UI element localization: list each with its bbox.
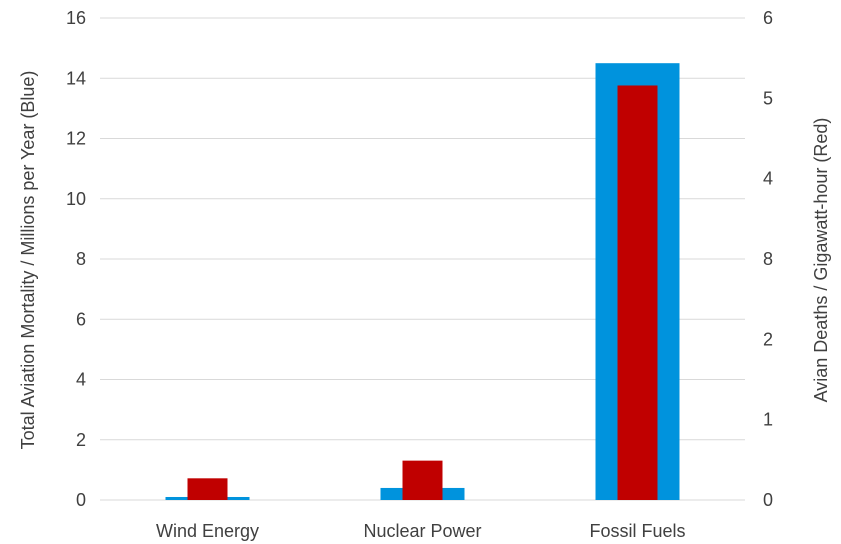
gridlines [100,17,745,501]
category-label: Nuclear Power [363,521,481,541]
left-tick-label: 6 [76,309,86,329]
left-tick-label: 4 [76,370,86,390]
red-bar [402,460,443,500]
red-series-bars [187,85,658,500]
left-tick-label: 16 [66,8,86,28]
left-tick-label: 12 [66,129,86,149]
right-tick-label: 0 [763,490,773,510]
right-tick-label: 2 [763,329,773,349]
right-axis-title: Avian Deaths / Gigawatt-hour (Red) [811,118,831,403]
left-tick-label: 8 [76,249,86,269]
left-tick-label: 14 [66,68,86,88]
right-tick-label: 1 [763,410,773,430]
left-tick-label: 10 [66,189,86,209]
category-labels: Wind Energy Nuclear Power Fossil Fuels [156,521,686,541]
left-axis-title: Total Aviation Mortality / Millions per … [18,71,38,450]
left-axis-ticks: 0 2 4 6 8 10 12 14 16 [66,8,86,510]
right-tick-label: 4 [763,169,773,189]
blue-series-bars [165,63,680,500]
red-bar [617,85,658,500]
left-tick-label: 0 [76,490,86,510]
category-label: Wind Energy [156,521,259,541]
category-label: Fossil Fuels [589,521,685,541]
left-tick-label: 2 [76,430,86,450]
right-tick-label: 6 [763,8,773,28]
right-tick-label: 5 [763,88,773,108]
right-tick-label: 8 [763,249,773,269]
red-bar [187,478,228,500]
